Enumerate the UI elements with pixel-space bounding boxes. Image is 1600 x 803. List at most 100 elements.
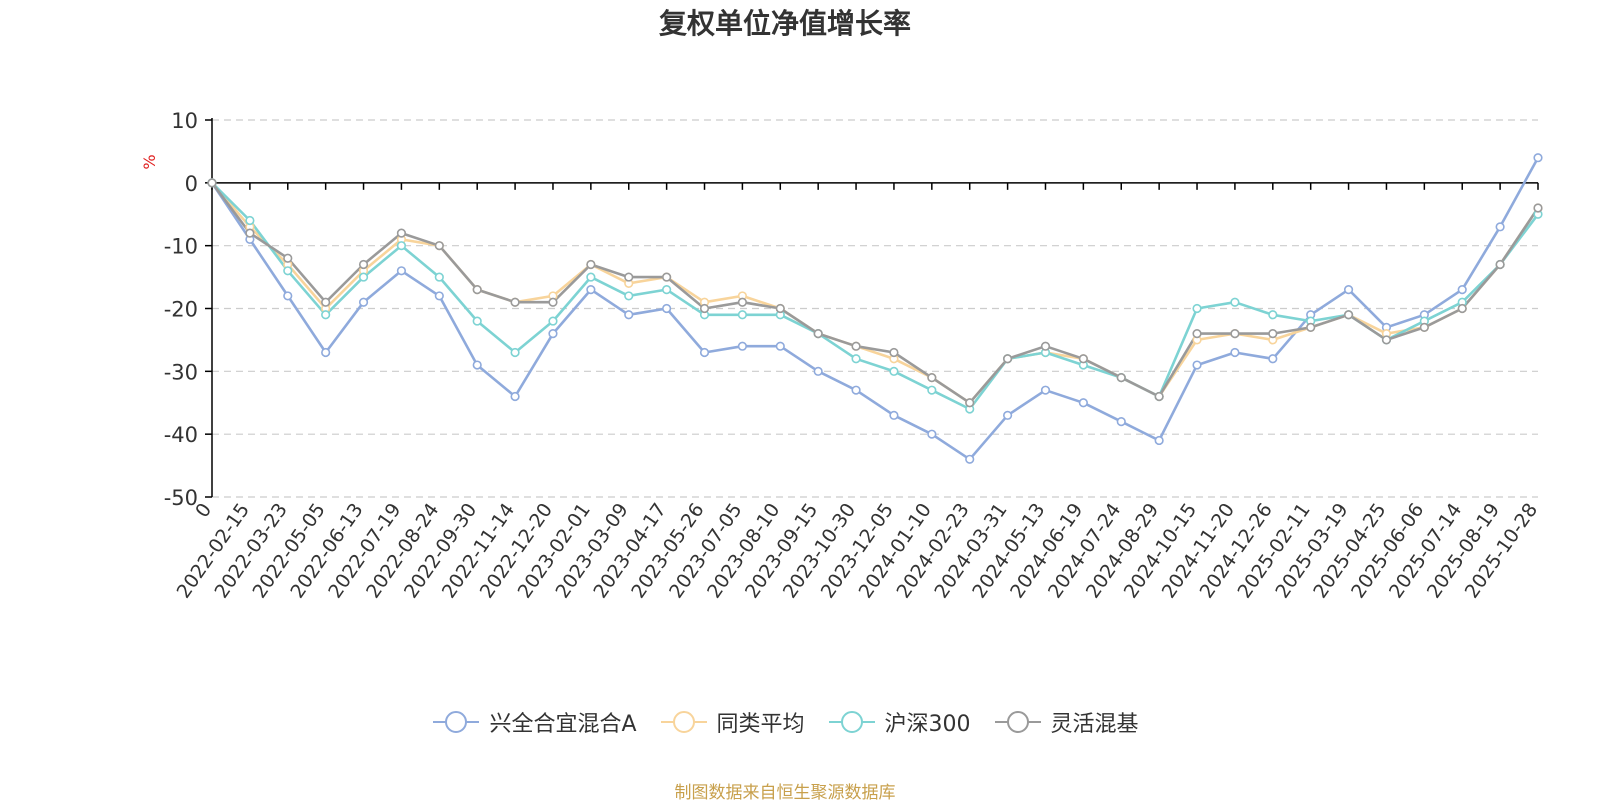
legend-marker-fund-icon — [433, 711, 480, 733]
data-point-flex — [1002, 354, 1013, 364]
data-point-hs300 — [1268, 310, 1278, 320]
data-point-flex — [1230, 329, 1240, 339]
data-point-hs300 — [889, 366, 899, 376]
data-point-fund — [889, 410, 899, 420]
legend-label-peer: 同类平均 — [716, 712, 805, 737]
data-point-flex — [510, 297, 520, 307]
data-point-fund — [510, 391, 520, 402]
data-point-flex — [851, 341, 861, 351]
legend: 兴全合宜混合A 同类平均 沪深300 灵活混基 — [0, 706, 1570, 738]
data-point-hs300 — [396, 241, 407, 251]
data-point-flex — [1381, 335, 1392, 345]
data-point-flex — [1268, 329, 1278, 339]
data-point-fund — [321, 347, 331, 358]
data-point-flex — [396, 228, 407, 238]
legend-item-peer[interactable]: 同类平均 — [659, 706, 805, 738]
data-point-flex — [472, 285, 482, 295]
series-layer — [210, 157, 1540, 461]
data-point-hs300 — [927, 385, 937, 395]
data-point-flex — [737, 297, 748, 307]
data-point-fund — [1040, 385, 1051, 395]
series-line-hs300 — [211, 181, 1540, 411]
data-point-hs300 — [737, 310, 748, 320]
data-point-fund — [813, 366, 823, 376]
data-point-fund — [1533, 153, 1543, 163]
legend-marker-flex-icon — [994, 711, 1041, 733]
data-point-flex — [358, 259, 369, 270]
data-point-flex — [965, 398, 975, 408]
data-point-flex — [927, 373, 937, 383]
legend-label-fund: 兴全合宜混合A — [489, 712, 637, 737]
data-point-flex — [245, 228, 255, 238]
data-point-flex — [889, 347, 899, 358]
data-point-fund — [283, 291, 293, 301]
data-point-flex — [624, 272, 634, 282]
data-point-flex — [1040, 341, 1051, 351]
data-point-fund — [1457, 285, 1467, 295]
legend-item-flex[interactable]: 灵活混基 — [993, 706, 1139, 738]
data-point-fund — [1116, 417, 1126, 427]
data-point-flex — [1457, 303, 1467, 314]
y-tick-label: 0 — [185, 172, 198, 196]
data-point-flex — [321, 297, 331, 307]
y-tick-label: 10 — [171, 109, 198, 133]
y-axis-unit-label: % — [140, 154, 159, 169]
data-point-hs300 — [510, 347, 520, 358]
data-point-fund — [1495, 222, 1505, 232]
chart-title: 复权单位净值增长率 — [658, 7, 911, 40]
data-point-fund — [1002, 410, 1013, 420]
legend-marker-hs300-icon — [828, 711, 875, 733]
data-point-hs300 — [662, 285, 672, 295]
x-tick-label: 0 — [191, 499, 216, 522]
data-point-fund — [737, 341, 748, 351]
data-point-fund — [434, 291, 444, 301]
data-point-flex — [662, 272, 672, 282]
data-point-flex — [1078, 354, 1088, 364]
data-point-flex — [1306, 322, 1316, 332]
series-line-peer — [211, 181, 1540, 405]
data-point-fund — [775, 341, 785, 351]
data-point-flex — [1343, 310, 1354, 320]
data-point-fund — [358, 297, 369, 307]
data-point-hs300 — [548, 316, 558, 326]
data-point-fund — [1154, 435, 1164, 446]
data-point-flex — [775, 303, 785, 314]
data-point-hs300 — [321, 310, 331, 320]
data-point-fund — [851, 385, 861, 395]
legend-marker-peer-icon — [660, 711, 707, 733]
data-point-hs300 — [1192, 303, 1202, 314]
y-tick-label: -50 — [164, 486, 198, 510]
data-point-hs300 — [472, 316, 482, 326]
data-point-flex — [586, 259, 596, 270]
data-point-fund — [1192, 360, 1202, 370]
data-point-fund — [586, 285, 596, 295]
data-point-hs300 — [624, 291, 634, 301]
data-point-hs300 — [586, 272, 596, 282]
data-point-flex — [699, 303, 710, 314]
data-point-flex — [813, 329, 823, 339]
data-point-fund — [1230, 347, 1240, 358]
series-line-fund — [210, 157, 1540, 461]
data-point-fund — [624, 310, 634, 320]
data-point-flex — [283, 253, 293, 263]
data-point-hs300 — [358, 272, 369, 282]
y-tick-label: -30 — [164, 360, 198, 384]
data-point-fund — [927, 429, 937, 439]
data-point-fund — [1078, 398, 1088, 408]
legend-item-fund[interactable]: 兴全合宜混合A — [431, 706, 637, 738]
data-point-fund — [396, 266, 407, 276]
data-point-flex — [207, 178, 217, 188]
data-point-hs300 — [851, 354, 861, 364]
grid-layer — [212, 119, 1538, 498]
data-point-flex — [1192, 329, 1202, 339]
data-point-fund — [548, 329, 558, 339]
data-point-flex — [434, 241, 444, 251]
legend-label-flex: 灵活混基 — [1050, 712, 1139, 737]
marker-layer — [207, 153, 1543, 464]
data-point-flex — [1154, 391, 1164, 402]
data-point-flex — [1495, 259, 1505, 270]
data-point-flex — [548, 297, 558, 307]
y-tick-label: -40 — [164, 423, 198, 447]
chart-svg: 100-10-20-30-40-5002022-02-152022-03-232… — [140, 109, 1543, 602]
legend-item-hs300[interactable]: 沪深300 — [827, 706, 971, 738]
